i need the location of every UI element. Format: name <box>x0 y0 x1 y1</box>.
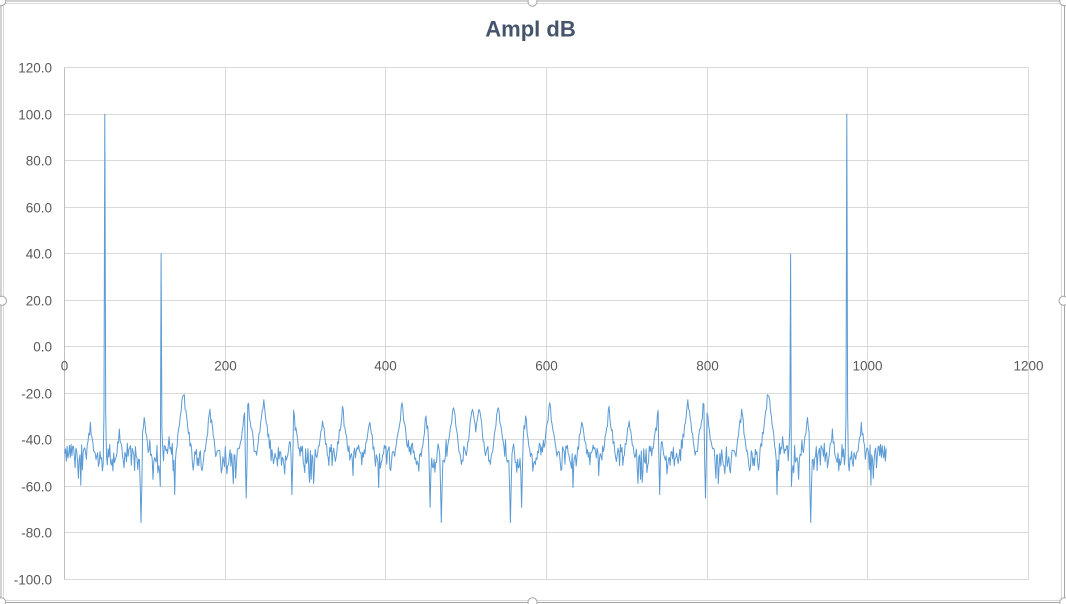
svg-text:800: 800 <box>696 359 719 374</box>
svg-text:80.0: 80.0 <box>26 153 52 168</box>
svg-text:200: 200 <box>214 359 237 374</box>
svg-text:-60.0: -60.0 <box>21 479 52 494</box>
svg-text:1200: 1200 <box>1013 359 1043 374</box>
svg-text:100.0: 100.0 <box>18 107 52 122</box>
svg-text:0: 0 <box>61 359 69 374</box>
svg-text:-100.0: -100.0 <box>14 572 52 587</box>
svg-text:-20.0: -20.0 <box>21 386 52 401</box>
svg-text:20.0: 20.0 <box>26 293 52 308</box>
svg-text:600: 600 <box>535 359 558 374</box>
svg-text:40.0: 40.0 <box>26 246 52 261</box>
svg-text:-40.0: -40.0 <box>21 432 52 447</box>
svg-text:1000: 1000 <box>852 359 882 374</box>
svg-text:120.0: 120.0 <box>18 60 52 75</box>
svg-text:-80.0: -80.0 <box>21 525 52 540</box>
svg-text:0.0: 0.0 <box>33 339 52 354</box>
svg-text:Ampl dB: Ampl dB <box>485 17 575 42</box>
svg-text:60.0: 60.0 <box>26 200 52 215</box>
svg-text:400: 400 <box>374 359 397 374</box>
